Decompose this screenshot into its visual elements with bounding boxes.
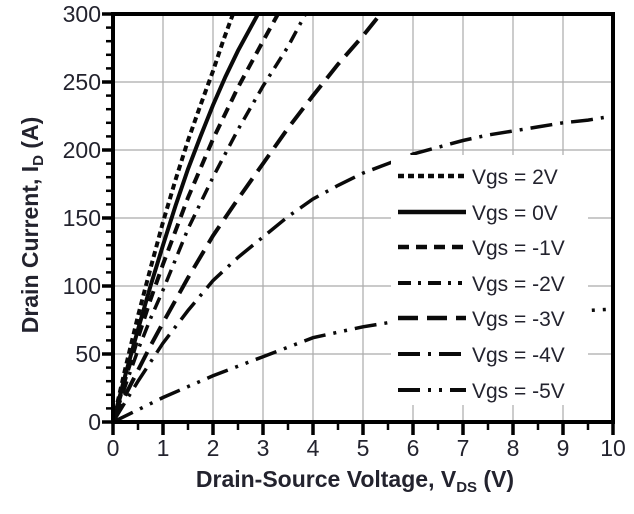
legend-label: Vgs = -5V bbox=[472, 380, 565, 403]
x-tick-label: 9 bbox=[557, 435, 570, 461]
x-tick-label: 4 bbox=[307, 435, 320, 461]
legend-item: Vgs = 0V bbox=[398, 202, 558, 225]
legend-item: Vgs = -3V bbox=[398, 308, 565, 331]
x-tick-label: 1 bbox=[157, 435, 170, 461]
legend-label: Vgs = -1V bbox=[472, 237, 565, 260]
x-tick-label: 7 bbox=[457, 435, 470, 461]
x-tick-label: 3 bbox=[257, 435, 270, 461]
curve-vgs-4v bbox=[115, 114, 611, 420]
curve-vgs-0v bbox=[115, 15, 260, 420]
x-tick-label: 0 bbox=[107, 435, 120, 461]
y-tick-label: 0 bbox=[88, 409, 101, 435]
legend-item: Vgs = -1V bbox=[398, 237, 565, 260]
x-tick-label: 8 bbox=[507, 435, 520, 461]
legend-item: Vgs = -2V bbox=[398, 273, 565, 296]
x-tick-label: 10 bbox=[600, 435, 626, 461]
y-tick-label: 100 bbox=[63, 273, 101, 299]
legend-item: Vgs = -4V bbox=[398, 344, 565, 367]
x-tick-label: 6 bbox=[407, 435, 420, 461]
x-tick-label: 5 bbox=[357, 435, 370, 461]
legend-label: Vgs = -2V bbox=[472, 273, 565, 296]
legend-item: Vgs = -5V bbox=[398, 380, 565, 403]
curve-vgs-1v bbox=[115, 15, 280, 420]
curve-vgs-2v bbox=[115, 15, 235, 420]
curve-vgs-3v bbox=[115, 15, 383, 420]
legend-background bbox=[391, 155, 588, 405]
axis-ticks bbox=[102, 12, 615, 435]
legend: Vgs = 2V Vgs = 0V Vgs = -1V Vgs = -2V Vg… bbox=[391, 155, 588, 405]
legend-label: Vgs = 0V bbox=[472, 202, 558, 225]
x-tick-label: 2 bbox=[207, 435, 220, 461]
legend-label: Vgs = 2V bbox=[472, 166, 558, 189]
y-tick-label: 200 bbox=[63, 137, 101, 163]
y-tick-label: 250 bbox=[63, 69, 101, 95]
y-tick-label: 150 bbox=[63, 205, 101, 231]
y-tick-label: 50 bbox=[75, 341, 101, 367]
x-axis-title: Drain-Source Voltage, VDS (V) bbox=[196, 466, 514, 496]
legend-label: Vgs = -4V bbox=[472, 344, 565, 367]
legend-label: Vgs = -3V bbox=[472, 308, 565, 331]
curve-vgs-2v bbox=[115, 15, 307, 420]
plot-frame bbox=[111, 12, 615, 424]
y-tick-label: 300 bbox=[63, 1, 101, 27]
y-axis-title: Drain Current, ID (A) bbox=[17, 117, 47, 334]
legend-item: Vgs = 2V bbox=[398, 166, 558, 189]
